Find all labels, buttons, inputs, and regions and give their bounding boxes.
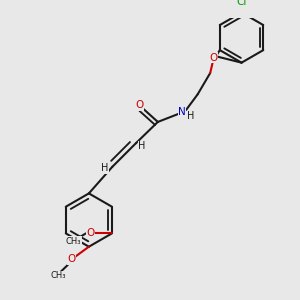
Text: H: H (187, 111, 194, 121)
Text: H: H (101, 163, 108, 173)
Text: O: O (86, 228, 95, 239)
Text: CH₃: CH₃ (66, 237, 81, 246)
Text: N: N (178, 107, 186, 117)
Text: Cl: Cl (236, 0, 247, 7)
Text: O: O (209, 53, 218, 63)
Text: H: H (139, 141, 146, 152)
Text: O: O (68, 254, 76, 264)
Text: O: O (135, 100, 143, 110)
Text: CH₃: CH₃ (51, 271, 66, 280)
